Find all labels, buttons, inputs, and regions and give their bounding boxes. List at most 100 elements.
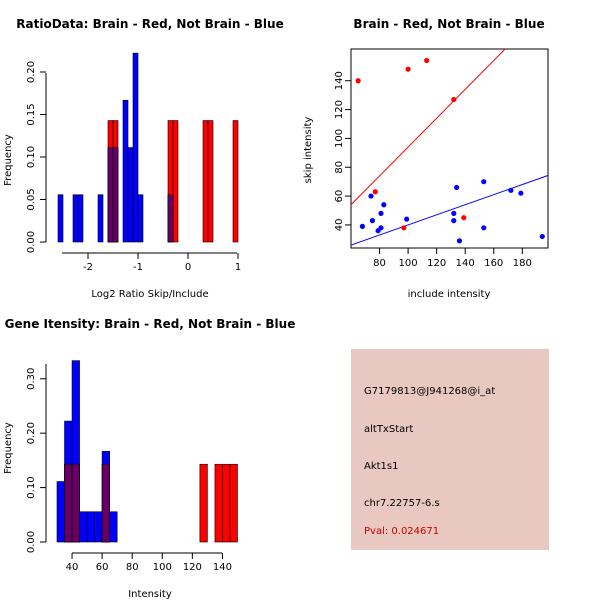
chromosome-location: chr7.22757-6.s [364, 498, 440, 509]
y-tick-label: 0.05 [26, 188, 37, 210]
probe-id: G7179813@J941268@i_at [364, 386, 496, 397]
gene-x-label: Intensity [128, 589, 172, 600]
y-tick-label: 100 [334, 129, 345, 148]
x-tick-label: 120 [427, 258, 446, 269]
histogram-bar-notbrain [86, 511, 95, 543]
x-tick-label: 180 [513, 258, 532, 269]
x-tick-label: 100 [399, 258, 418, 269]
scatter-point-brain [355, 78, 361, 84]
x-tick-label: 60 [96, 562, 109, 573]
gene-intensity-histogram-panel: Gene Itensity: Brain - Red, Not Brain - … [3, 317, 295, 600]
gene-histogram-title: Gene Itensity: Brain - Red, Not Brain - … [5, 317, 296, 331]
histogram-bar-brain [199, 463, 208, 543]
histogram-bar-overlap [167, 194, 174, 243]
histogram-bar-overlap [64, 463, 73, 543]
y-tick-label: 0.20 [26, 61, 37, 83]
x-tick-label: 140 [456, 258, 475, 269]
ratio-x-label: Log2 Ratio Skip/Include [91, 289, 208, 300]
x-tick-label: -1 [133, 262, 143, 273]
gene-histogram-bars [56, 360, 238, 543]
trend-line-brain [351, 49, 506, 206]
scatter-point-notbrain [454, 184, 460, 191]
scatter-y-ticks: 40 60 80 100 120 140 [334, 71, 351, 231]
x-tick-label: 80 [126, 562, 139, 573]
scatter-point-notbrain [451, 210, 457, 216]
gene-x-ticks: 40 60 80 100 120 140 [66, 553, 232, 573]
x-tick-label: -2 [83, 262, 93, 273]
y-tick-label: 40 [334, 219, 345, 232]
y-tick-label: 0.10 [26, 476, 37, 498]
scatter-point-notbrain [481, 179, 487, 185]
gene-name: Akt1s1 [364, 461, 399, 472]
scatter-point-notbrain [378, 210, 384, 216]
ratio-histogram-title: RatioData: Brain - Red, Not Brain - Blue [16, 17, 283, 31]
histogram-bar-brain [207, 120, 214, 243]
histogram-bar-notbrain [94, 511, 103, 543]
x-tick-label: 160 [484, 258, 503, 269]
scatter-point-brain [405, 66, 411, 72]
x-tick-label: 40 [66, 562, 79, 573]
histogram-bar-notbrain [72, 194, 79, 243]
histogram-bar-overlap [101, 463, 110, 543]
x-tick-label: 1 [235, 262, 241, 273]
histogram-bar-overlap [71, 463, 80, 543]
scatter-point-notbrain [518, 190, 524, 196]
histogram-bar-brain [172, 120, 179, 243]
y-tick-label: 0.30 [26, 368, 37, 390]
scatter-title: Brain - Red, Not Brain - Blue [353, 17, 544, 31]
histogram-bar-notbrain [79, 511, 88, 543]
scatter-trend-lines [351, 49, 548, 246]
ratio-y-label: Frequency [3, 134, 14, 186]
y-tick-label: 0.15 [26, 103, 37, 125]
scatter-point-notbrain [369, 218, 376, 224]
scatter-plot-frame [350, 48, 549, 249]
ratio-x-ticks: -2 -1 0 1 [83, 253, 241, 273]
scatter-point-notbrain [539, 233, 545, 240]
histogram-bar-notbrain [57, 194, 64, 243]
scatter-point-notbrain [378, 225, 384, 231]
histogram-bar-brain [202, 120, 209, 243]
gene-y-label: Frequency [3, 422, 14, 474]
scatter-point-notbrain [508, 187, 514, 193]
histogram-bar-brain [214, 463, 223, 543]
histogram-bar-brain [222, 463, 231, 543]
histogram-bar-brain [229, 463, 238, 543]
y-tick-label: 80 [334, 161, 345, 174]
scatter-point-brain [451, 96, 457, 103]
y-tick-label: 120 [334, 100, 345, 119]
histogram-bar-notbrain [109, 511, 118, 543]
scatter-y-label: skip intensity [303, 117, 314, 184]
intensity-scatter-panel: Brain - Red, Not Brain - Blue 80 100 120 14… [303, 17, 549, 300]
y-tick-label: 0.00 [26, 231, 37, 253]
ratio-histogram-bars [57, 52, 239, 243]
histogram-bar-notbrain [127, 147, 134, 243]
y-tick-label: 0.20 [26, 422, 37, 444]
histogram-bar-overlap [107, 147, 114, 243]
histogram-bar-notbrain [77, 194, 84, 243]
scatter-x-ticks: 80 100 120 140 160 180 [373, 248, 532, 269]
scatter-point-notbrain [456, 238, 463, 244]
scatter-point-brain [461, 215, 467, 221]
y-tick-label: 60 [334, 190, 345, 203]
histogram-bar-notbrain [56, 481, 65, 543]
scatter-point-notbrain [381, 202, 387, 208]
ratio-histogram-panel: RatioData: Brain - Red, Not Brain - Blue… [3, 17, 284, 300]
gene-y-ticks: 0.00 0.10 0.20 0.30 [26, 368, 46, 553]
trend-line-notbrain [351, 174, 548, 246]
histogram-bar-notbrain [122, 100, 129, 243]
probe-info-panel: G7179813@J941268@i_at altTxStart Akt1s1 … [351, 349, 549, 550]
scatter-point-brain [372, 189, 378, 195]
scatter-point-notbrain [481, 225, 487, 231]
y-tick-label: 140 [334, 71, 345, 90]
y-tick-label: 0.00 [26, 531, 37, 553]
x-tick-label: 140 [213, 562, 232, 573]
x-tick-label: 80 [373, 258, 386, 269]
histogram-bar-overlap [112, 147, 119, 243]
event-type: altTxStart [364, 424, 414, 435]
ratio-y-ticks: 0.00 0.05 0.10 0.15 0.20 [26, 61, 46, 253]
histogram-bar-notbrain [132, 52, 139, 243]
scatter-point-brain [401, 225, 407, 231]
scatter-point-notbrain [359, 223, 366, 229]
x-tick-label: 120 [183, 562, 202, 573]
